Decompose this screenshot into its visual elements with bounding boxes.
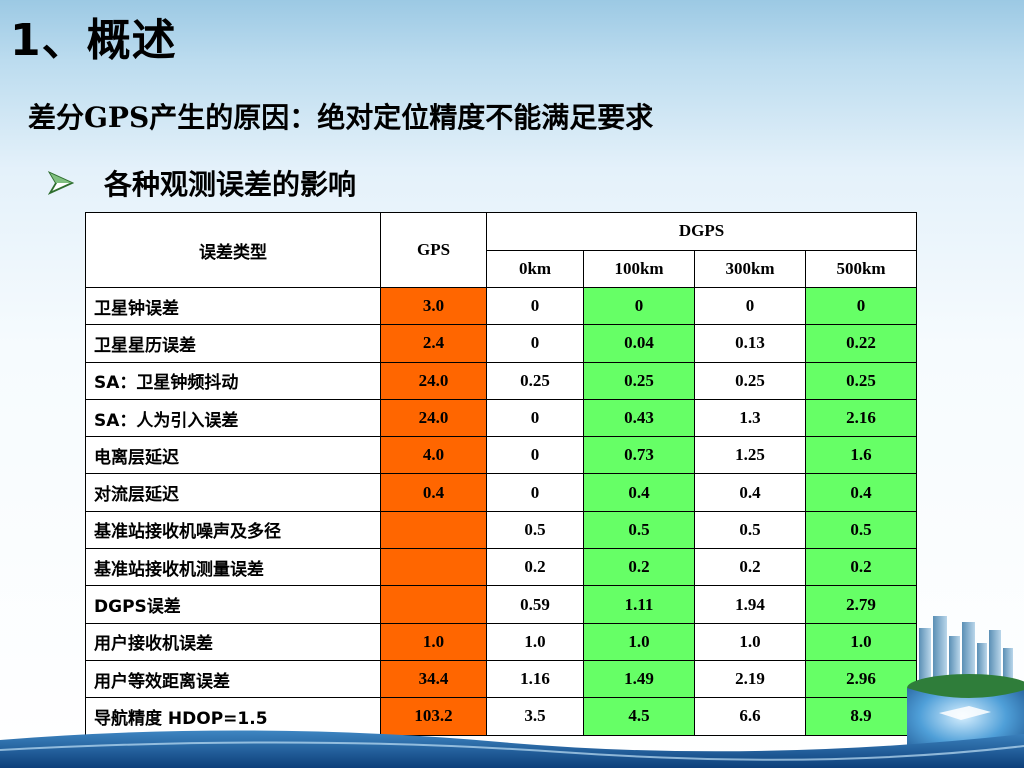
dgps-value-cell: 0.25 xyxy=(804,361,918,400)
dgps-value-cell: 0 xyxy=(486,286,584,326)
slide-subtitle: 差分GPS产生的原因：绝对定位精度不能满足要求 xyxy=(28,101,654,134)
header-dgps-col: 300km xyxy=(694,249,806,288)
error-type-cell: 用户接收机误差 xyxy=(85,622,381,661)
dgps-value-cell: 0 xyxy=(583,286,695,326)
error-type-cell: 导航精度 HDOP=1.5 xyxy=(85,697,381,736)
dgps-value-cell: 0.2 xyxy=(486,548,584,587)
dgps-value-cell: 0.04 xyxy=(583,324,695,363)
dgps-value-cell: 0.5 xyxy=(804,510,918,550)
gps-value-cell: 103.2 xyxy=(380,697,487,736)
table-row: 基准站接收机测量误差 0.2 0.2 0.2 0.2 xyxy=(85,548,918,587)
dgps-value-cell: 1.0 xyxy=(804,622,918,661)
dgps-value-cell: 0.4 xyxy=(583,473,695,512)
dgps-value-cell: 0.22 xyxy=(804,324,918,363)
table-row: SA：卫星钟频抖动 24.0 0.25 0.25 0.25 0.25 xyxy=(85,361,918,400)
dgps-value-cell: 0.13 xyxy=(694,324,806,363)
table-row: 基准站接收机噪声及多径 0.5 0.5 0.5 0.5 xyxy=(85,510,918,550)
error-type-cell: 电离层延迟 xyxy=(85,436,381,475)
error-type-cell: 卫星钟误差 xyxy=(85,286,381,326)
error-type-cell: SA：卫星钟频抖动 xyxy=(85,361,381,400)
dgps-value-cell: 1.49 xyxy=(583,659,695,699)
gps-value-cell xyxy=(380,548,487,587)
table-row: 电离层延迟 4.0 0 0.73 1.25 1.6 xyxy=(85,436,918,475)
error-type-cell: 基准站接收机噪声及多径 xyxy=(85,510,381,550)
dgps-value-cell: 0.2 xyxy=(804,548,918,587)
dgps-value-cell: 0.4 xyxy=(804,473,918,512)
dgps-value-cell: 1.3 xyxy=(694,398,806,438)
table-row: 对流层延迟 0.4 0 0.4 0.4 0.4 xyxy=(85,473,918,512)
dgps-value-cell: 1.0 xyxy=(486,622,584,661)
gps-value-cell: 24.0 xyxy=(380,398,487,438)
dgps-value-cell: 0.2 xyxy=(583,548,695,587)
dgps-value-cell: 2.16 xyxy=(804,398,918,438)
dgps-value-cell: 0.25 xyxy=(486,361,584,400)
gps-value-cell: 34.4 xyxy=(380,659,487,699)
dgps-value-cell: 1.11 xyxy=(583,585,695,624)
gps-value-cell: 3.0 xyxy=(380,286,487,326)
table-row: 用户接收机误差 1.0 1.0 1.0 1.0 1.0 xyxy=(85,622,918,661)
dgps-value-cell: 1.6 xyxy=(804,436,918,475)
error-comparison-table: 误差类型 GPS DGPS 0km 100km 300km 500km 卫星钟误… xyxy=(85,212,918,736)
bullet-text: 各种观测误差的影响 xyxy=(104,168,357,201)
dgps-value-cell: 1.16 xyxy=(486,659,584,699)
header-dgps: DGPS xyxy=(485,212,918,251)
header-dgps-col: 500km xyxy=(804,249,918,288)
table-row: SA：人为引入误差 24.0 0 0.43 1.3 2.16 xyxy=(85,398,918,438)
dgps-value-cell: 4.5 xyxy=(583,697,695,736)
gps-value-cell: 1.0 xyxy=(380,622,487,661)
error-type-cell: 基准站接收机测量误差 xyxy=(85,548,381,587)
arrow-bullet-icon xyxy=(48,171,74,195)
dgps-value-cell: 0.5 xyxy=(583,510,695,550)
gps-value-cell: 0.4 xyxy=(380,473,487,512)
dgps-value-cell: 1.94 xyxy=(694,585,806,624)
dgps-value-cell: 2.79 xyxy=(804,585,918,624)
dgps-value-cell: 0 xyxy=(804,286,918,326)
dgps-value-cell: 2.19 xyxy=(694,659,806,699)
table-row: DGPS误差 0.59 1.11 1.94 2.79 xyxy=(85,585,918,624)
dgps-value-cell: 0 xyxy=(486,473,584,512)
dgps-value-cell: 0 xyxy=(486,324,584,363)
dgps-value-cell: 0.5 xyxy=(694,510,806,550)
dgps-value-cell: 0.43 xyxy=(583,398,695,438)
gps-value-cell xyxy=(380,510,487,550)
dgps-value-cell: 0.59 xyxy=(486,585,584,624)
table-row: 卫星钟误差 3.0 0 0 0 0 xyxy=(85,286,918,326)
dgps-value-cell: 0 xyxy=(486,398,584,438)
dgps-value-cell: 1.25 xyxy=(694,436,806,475)
gps-value-cell: 4.0 xyxy=(380,436,487,475)
error-type-cell: DGPS误差 xyxy=(85,585,381,624)
gps-value-cell: 2.4 xyxy=(380,324,487,363)
slide-title: 1、概述 xyxy=(10,15,177,66)
footer-wave-decoration xyxy=(0,730,1024,768)
dgps-value-cell: 3.5 xyxy=(486,697,584,736)
error-type-cell: 对流层延迟 xyxy=(85,473,381,512)
dgps-value-cell: 0.2 xyxy=(694,548,806,587)
error-type-cell: SA：人为引入误差 xyxy=(85,398,381,438)
table-row: 卫星星历误差 2.4 0 0.04 0.13 0.22 xyxy=(85,324,918,363)
dgps-value-cell: 2.96 xyxy=(804,659,918,699)
gps-value-cell: 24.0 xyxy=(380,361,487,400)
bullet-item: 各种观测误差的影响 xyxy=(48,163,356,203)
dgps-value-cell: 6.6 xyxy=(694,697,806,736)
dgps-value-cell: 0.73 xyxy=(583,436,695,475)
dgps-value-cell: 1.0 xyxy=(694,622,806,661)
header-error-type: 误差类型 xyxy=(85,212,381,288)
error-type-cell: 卫星星历误差 xyxy=(85,324,381,363)
dgps-value-cell: 8.9 xyxy=(804,697,918,736)
table-row: 用户等效距离误差 34.4 1.16 1.49 2.19 2.96 xyxy=(85,659,918,699)
error-type-cell: 用户等效距离误差 xyxy=(85,659,381,699)
gps-value-cell xyxy=(380,585,487,624)
header-dgps-col: 100km xyxy=(583,249,695,288)
dgps-value-cell: 0 xyxy=(486,436,584,475)
dgps-value-cell: 0 xyxy=(694,286,806,326)
table-row: 导航精度 HDOP=1.5 103.2 3.5 4.5 6.6 8.9 xyxy=(85,697,918,736)
dgps-value-cell: 0.5 xyxy=(486,510,584,550)
header-gps: GPS xyxy=(380,212,487,288)
dgps-value-cell: 0.25 xyxy=(583,361,695,400)
dgps-value-cell: 1.0 xyxy=(583,622,695,661)
dgps-value-cell: 0.25 xyxy=(694,361,806,400)
dgps-value-cell: 0.4 xyxy=(694,473,806,512)
header-dgps-col: 0km xyxy=(486,249,584,288)
